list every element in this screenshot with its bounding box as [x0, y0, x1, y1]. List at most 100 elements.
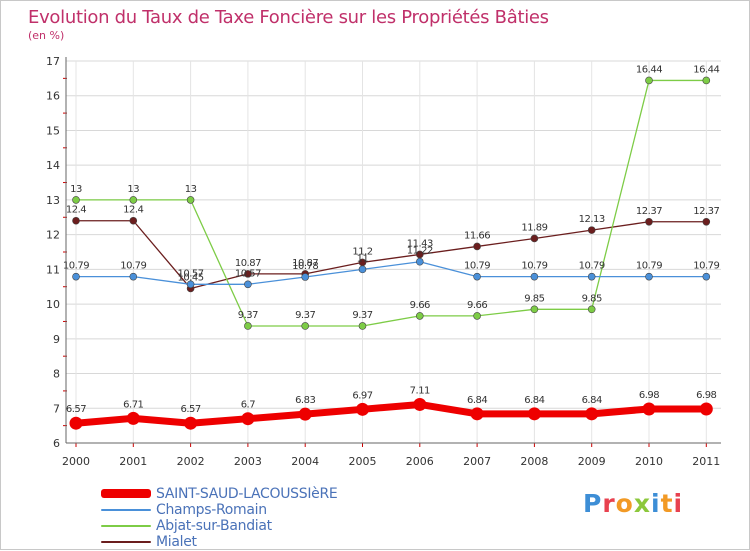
data-label: 6.83 — [295, 395, 315, 406]
legend-label: Mialet — [156, 534, 197, 550]
data-label: 10.87 — [235, 258, 261, 269]
data-label: 13 — [127, 184, 139, 195]
data-label: 9.66 — [467, 300, 487, 311]
y-tick-label: 14 — [46, 159, 60, 172]
legend-swatch — [101, 489, 151, 498]
data-point — [72, 272, 80, 281]
data-label: 16.44 — [693, 64, 719, 75]
data-point — [530, 305, 539, 314]
data-label: 10.87 — [292, 258, 318, 269]
data-label: 9.85 — [582, 293, 602, 304]
data-point — [72, 216, 80, 225]
data-label: 6.84 — [467, 395, 487, 406]
data-point — [415, 312, 424, 320]
data-label: 9.37 — [238, 310, 258, 321]
data-label: 10.79 — [464, 261, 490, 272]
data-point — [69, 416, 83, 430]
x-tick-label: 2003 — [234, 455, 262, 468]
data-point — [298, 407, 312, 421]
data-point — [415, 257, 424, 266]
data-label: 9.66 — [410, 300, 430, 311]
data-label: 12.4 — [123, 205, 143, 216]
y-tick-label: 15 — [46, 124, 60, 137]
x-tick-label: 2001 — [119, 455, 147, 468]
legend-label: SAINT-SAUD-LACOUSSIèRE — [156, 486, 338, 502]
data-point — [473, 312, 481, 320]
data-label: 9.37 — [352, 310, 372, 321]
chart-title: Evolution du Taux de Taxe Foncière sur l… — [28, 7, 549, 28]
legend-swatch — [101, 509, 151, 511]
x-tick-label: 2010 — [635, 455, 663, 468]
data-point — [702, 272, 711, 281]
data-label: 6.84 — [582, 395, 602, 406]
data-point — [587, 226, 596, 234]
data-label: 7.11 — [410, 385, 430, 396]
data-point — [186, 280, 195, 289]
data-label: 11.22 — [407, 246, 433, 257]
data-label: 10.78 — [292, 261, 318, 272]
data-point — [587, 272, 596, 281]
data-label: 10.79 — [120, 261, 146, 272]
series-line — [75, 400, 707, 427]
data-point — [129, 216, 138, 225]
data-label: 10.79 — [521, 261, 547, 272]
data-label-layer: 12.4 12.4 10.45 10.87 10.87 11.2 11.43 11.66 11.… — [63, 64, 720, 415]
data-point — [358, 265, 367, 274]
data-point — [470, 407, 484, 421]
data-point — [241, 412, 255, 426]
y-tick-label: 13 — [46, 194, 60, 207]
data-point — [184, 416, 198, 430]
data-point — [356, 402, 369, 416]
data-label: 12.37 — [636, 206, 662, 217]
data-point — [358, 322, 367, 330]
data-point — [129, 272, 138, 281]
data-label: 13 — [70, 184, 82, 195]
data-label: 6.97 — [352, 390, 372, 401]
data-label: 6.57 — [180, 404, 200, 415]
data-label: 12.4 — [66, 205, 86, 216]
data-point — [645, 76, 653, 85]
data-point — [244, 322, 252, 330]
data-point — [702, 217, 711, 226]
chart-unit-label: (en %) — [28, 29, 65, 42]
data-label: 6.71 — [123, 399, 143, 410]
data-label: 11.66 — [464, 230, 490, 241]
data-point — [702, 76, 711, 85]
data-label: 6.57 — [66, 404, 86, 415]
data-point — [301, 322, 310, 330]
x-tick-label: 2011 — [692, 455, 720, 468]
data-label: 9.85 — [524, 293, 544, 304]
legend-swatch — [101, 525, 151, 527]
data-point — [129, 196, 138, 204]
data-label: 11.89 — [521, 222, 547, 233]
data-label: 10.79 — [636, 261, 662, 272]
data-point — [699, 402, 713, 416]
data-point — [527, 407, 541, 421]
data-label: 11.43 — [407, 238, 433, 249]
axis-layer: 6 7 8 9 10 11 12 13 14 15 16 17 2000 2001 2002 2003 2004… — [46, 55, 721, 468]
data-point — [301, 273, 310, 281]
legend-label: Champs-Romain — [156, 502, 267, 518]
data-label: 9.37 — [295, 310, 315, 321]
x-tick-label: 2006 — [406, 455, 434, 468]
data-label: 6.84 — [524, 395, 544, 406]
data-point — [585, 407, 599, 421]
data-point — [72, 196, 80, 204]
y-tick-label: 7 — [53, 402, 60, 415]
y-tick-label: 8 — [53, 368, 60, 381]
data-label: 10.79 — [579, 261, 605, 272]
data-label: 10.79 — [63, 261, 89, 272]
data-point — [473, 242, 481, 251]
legend-swatch — [101, 541, 151, 543]
y-tick-label: 16 — [46, 90, 60, 103]
series-line — [76, 261, 707, 285]
data-point — [473, 272, 481, 281]
x-tick-label: 2008 — [520, 455, 548, 468]
proxiti-logo: Proxiti — [583, 489, 684, 518]
data-label: 6.98 — [696, 390, 716, 401]
legend-label: Abjat-sur-Bandiat — [156, 518, 272, 534]
data-label: 13 — [185, 184, 197, 195]
x-tick-label: 2002 — [177, 455, 205, 468]
